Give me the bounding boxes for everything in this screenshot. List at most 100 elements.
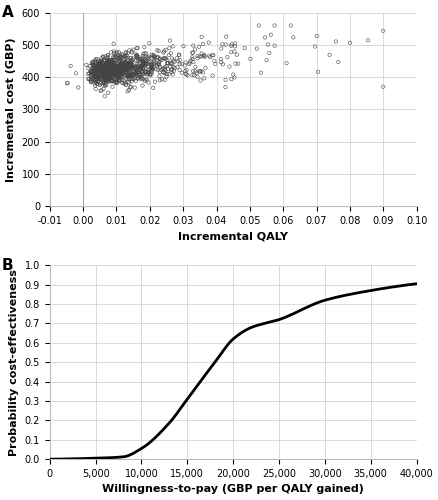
- Point: [148, 54, 155, 62]
- Point: [162, 46, 169, 54]
- Point: [170, 67, 177, 75]
- Point: [228, 40, 235, 48]
- Point: [93, 76, 100, 84]
- Point: [95, 72, 102, 80]
- Point: [120, 66, 127, 74]
- Point: [109, 68, 116, 76]
- Point: [124, 64, 131, 72]
- Point: [116, 66, 123, 74]
- Point: [148, 64, 155, 72]
- Point: [116, 70, 123, 78]
- Point: [107, 58, 114, 66]
- Point: [118, 71, 125, 79]
- Point: [152, 65, 159, 73]
- Point: [116, 63, 123, 71]
- Point: [130, 75, 137, 83]
- Point: [145, 58, 152, 66]
- Point: [110, 54, 117, 62]
- Point: [96, 59, 103, 67]
- Point: [283, 59, 290, 67]
- Point: [99, 73, 106, 81]
- Point: [94, 61, 101, 69]
- Point: [160, 54, 167, 62]
- Point: [170, 56, 177, 64]
- Point: [96, 62, 103, 70]
- Point: [92, 58, 99, 66]
- Point: [189, 48, 196, 56]
- Point: [104, 52, 111, 60]
- Point: [101, 68, 108, 76]
- Point: [115, 72, 122, 80]
- Point: [100, 67, 107, 75]
- Point: [104, 76, 111, 84]
- Point: [156, 68, 163, 76]
- Point: [115, 76, 122, 84]
- Point: [131, 69, 138, 77]
- Point: [115, 72, 122, 80]
- Point: [135, 72, 142, 80]
- Point: [119, 58, 126, 66]
- Point: [123, 65, 130, 73]
- Point: [110, 69, 117, 77]
- Point: [110, 63, 117, 71]
- Point: [102, 80, 109, 88]
- Point: [98, 60, 105, 68]
- Point: [86, 68, 93, 76]
- Point: [142, 50, 149, 58]
- Point: [114, 64, 121, 72]
- Point: [128, 78, 135, 86]
- Point: [110, 70, 117, 78]
- Point: [105, 71, 112, 79]
- Point: [334, 58, 341, 66]
- Point: [134, 60, 141, 68]
- Point: [162, 66, 169, 74]
- Point: [103, 70, 110, 78]
- Point: [136, 66, 143, 74]
- Point: [113, 69, 120, 77]
- Point: [115, 74, 122, 82]
- Point: [113, 79, 120, 87]
- Point: [114, 68, 121, 76]
- Point: [98, 66, 105, 74]
- Point: [108, 56, 115, 64]
- Point: [64, 79, 71, 87]
- Point: [106, 74, 113, 82]
- Point: [118, 60, 125, 68]
- Point: [117, 60, 124, 68]
- Point: [100, 75, 107, 83]
- Point: [91, 56, 98, 64]
- Point: [117, 70, 124, 78]
- Point: [86, 62, 93, 70]
- Point: [131, 70, 138, 78]
- Point: [142, 60, 149, 68]
- Text: A: A: [2, 5, 14, 20]
- Point: [162, 72, 170, 80]
- Point: [176, 56, 183, 64]
- Point: [115, 72, 122, 80]
- Point: [113, 70, 120, 78]
- Point: [87, 68, 94, 76]
- Point: [124, 62, 131, 70]
- Point: [105, 59, 112, 67]
- Point: [153, 62, 160, 70]
- Point: [99, 66, 106, 74]
- Point: [137, 66, 144, 74]
- Point: [111, 52, 118, 60]
- Point: [120, 70, 127, 78]
- Point: [144, 70, 151, 78]
- Point: [92, 72, 99, 80]
- Point: [106, 58, 113, 66]
- Point: [104, 68, 111, 76]
- Point: [97, 60, 104, 68]
- Point: [95, 68, 102, 76]
- Point: [103, 60, 110, 68]
- Point: [123, 58, 130, 66]
- Point: [101, 72, 108, 80]
- Point: [170, 58, 177, 66]
- Point: [117, 70, 124, 78]
- Point: [219, 60, 226, 68]
- Point: [116, 66, 123, 74]
- Point: [128, 58, 135, 66]
- Point: [105, 57, 112, 65]
- Point: [189, 55, 196, 63]
